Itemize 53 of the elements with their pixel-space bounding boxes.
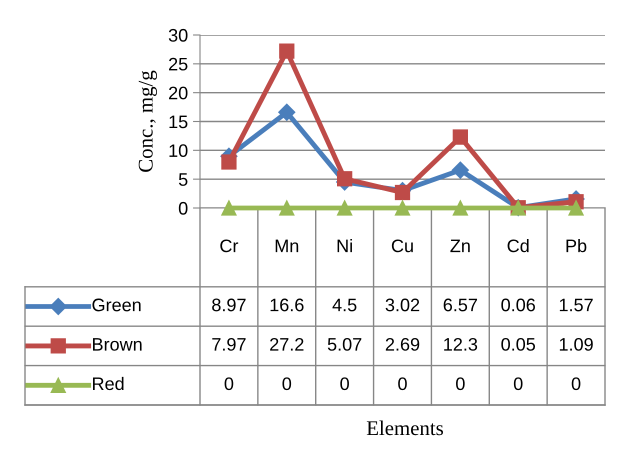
data-label: 5.07: [328, 338, 362, 351]
data-label: 0.05: [501, 338, 536, 351]
data-label: 0: [514, 377, 523, 390]
y-tick-label: 0: [178, 202, 188, 215]
y-tick-label: 25: [169, 58, 188, 71]
legend-label: Green: [92, 298, 141, 312]
point: [337, 200, 352, 216]
data-label: 0: [224, 377, 234, 390]
y-tick-label: 5: [178, 173, 188, 186]
point: [279, 44, 294, 59]
x-tick-label: Cr: [220, 239, 238, 252]
point: [279, 200, 294, 216]
data-label: 2.69: [386, 338, 420, 351]
data-label: 0: [398, 377, 407, 390]
y-tick-label: 20: [169, 86, 188, 100]
y-tick-label: 15: [169, 116, 188, 128]
y-axis-title: Conc., mg/g: [138, 70, 157, 172]
x-tick-label: Cu: [392, 239, 413, 252]
data-label: 6.57: [444, 298, 478, 312]
point: [278, 104, 296, 121]
y-tick-label: 10: [169, 144, 188, 158]
data-label: 0.06: [501, 298, 535, 312]
point: [452, 200, 468, 216]
legend-label: Brown: [93, 338, 142, 351]
legend-label: Red: [93, 376, 124, 390]
data-label: 27.2: [270, 338, 304, 351]
x-tick-label: Zn: [450, 240, 470, 252]
point: [394, 184, 410, 200]
data-label: 1.57: [560, 298, 593, 312]
point: [221, 154, 237, 170]
x-tick-label: Ni: [338, 238, 352, 252]
data-label: 3.02: [386, 298, 420, 312]
data-label: 1.09: [560, 338, 593, 351]
point: [568, 200, 584, 216]
data-label: 0: [456, 377, 465, 390]
data-label: 0: [340, 377, 349, 390]
data-label: 12.3: [444, 338, 478, 351]
data-label: 0: [282, 377, 292, 390]
point: [337, 171, 352, 186]
x-tick-label: Pb: [566, 238, 586, 252]
y-tick-label: 30: [168, 28, 188, 42]
data-label: 16.6: [270, 298, 304, 312]
data-label: 7.97: [212, 338, 246, 351]
data-label: 4.5: [332, 298, 356, 312]
point: [452, 129, 468, 145]
data-label: 8.97: [212, 298, 246, 312]
point: [452, 162, 469, 179]
text: Elements: [366, 420, 444, 436]
x-tick-label: Cd: [508, 238, 529, 252]
data-label: 0: [572, 377, 580, 390]
point: [221, 200, 237, 216]
x-tick-label: Mn: [276, 240, 298, 252]
point: [394, 200, 410, 216]
